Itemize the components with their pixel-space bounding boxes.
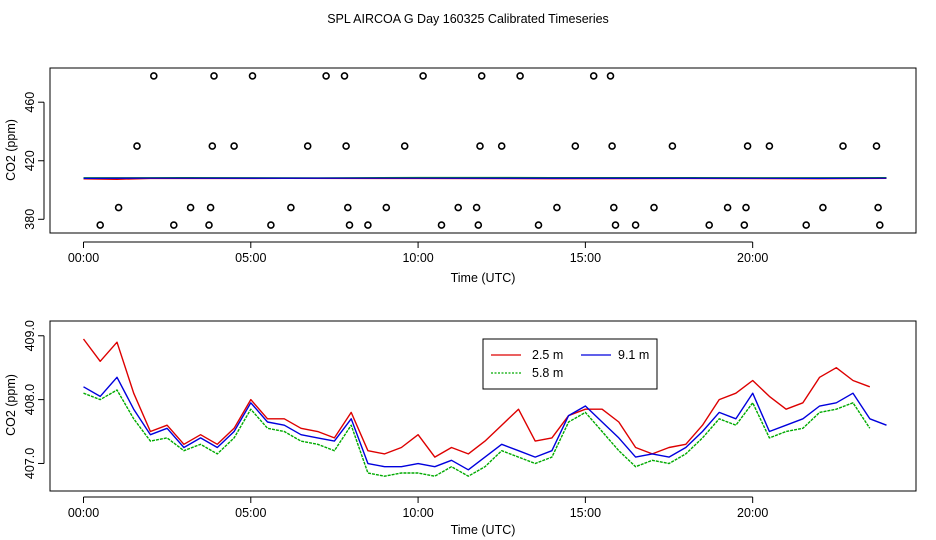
top-x-tick-label: 15:00 [570, 251, 601, 265]
scatter-point [322, 72, 330, 80]
scatter-point [534, 221, 543, 229]
top-x-axis-label: Time (UTC) [451, 271, 516, 285]
bot-x-tick-label: 05:00 [235, 506, 266, 520]
top-plot-frame [49, 67, 917, 234]
bot-x-tick-label: 10:00 [402, 506, 433, 520]
scatter-point [382, 203, 391, 212]
top-y-tick-label: 420 [23, 150, 37, 171]
series-line-2-5-m [82, 338, 871, 458]
top-y-tick-label: 460 [23, 92, 37, 113]
scatter-point [611, 221, 620, 229]
bot-x-tick-label: 15:00 [570, 506, 601, 520]
scatter-point [208, 142, 217, 150]
scatter-point [472, 203, 481, 212]
scatter-point [723, 203, 732, 212]
top-panel: 00:00 05:00 10:00 15:00 20:00 380 420 460 Time… [4, 67, 917, 285]
scatter-point [476, 142, 484, 150]
scatter-point [400, 142, 409, 150]
top-y-axis: 380 420 460 [23, 92, 45, 230]
top-x-tick-label: 05:00 [235, 251, 266, 265]
scatter-point [874, 203, 882, 212]
scatter-point [114, 203, 123, 212]
bot-x-tick-label: 20:00 [737, 506, 768, 520]
scatter-point [230, 142, 238, 150]
figure-title: SPL AIRCOA G Day 160325 Calibrated Times… [327, 12, 609, 26]
bottom-plot-frame [49, 320, 917, 492]
bottom-x-axis-label: Time (UTC) [451, 523, 516, 537]
legend-label-5-8m: 5.8 m [532, 366, 563, 380]
scatter-point [705, 221, 714, 229]
scatter-point [631, 221, 640, 229]
scatter-point [342, 142, 350, 150]
scatter-point [267, 221, 275, 229]
legend-label-9-1m: 9.1 m [618, 348, 649, 362]
scatter-point [340, 72, 349, 80]
top-x-tick-label: 20:00 [737, 251, 768, 265]
bot-x-tick-label: 00:00 [68, 506, 99, 520]
bottom-x-axis: 00:00 05:00 10:00 15:00 20:00 [68, 496, 768, 520]
top-x-tick-label: 00:00 [68, 251, 99, 265]
scatter-point [553, 203, 561, 212]
scatter-point [205, 221, 213, 229]
scatter-point [454, 203, 463, 212]
bot-y-tick-label: 407.0 [23, 448, 37, 479]
scatter-point [474, 221, 483, 229]
scatter-point [571, 142, 580, 150]
scatter-point [668, 142, 677, 150]
scatter-point [606, 72, 615, 80]
top-series-lines [83, 176, 887, 180]
scatter-point [765, 142, 774, 150]
scatter-point [150, 72, 158, 80]
scatter-point [497, 142, 506, 150]
scatter-point [303, 142, 312, 150]
bot-y-tick-label: 409.0 [23, 320, 37, 351]
scatter-point [875, 221, 884, 229]
scatter-point [650, 203, 658, 212]
series-line-5-8-m [83, 389, 871, 477]
top-x-axis: 00:00 05:00 10:00 15:00 20:00 [68, 241, 768, 265]
bot-y-tick-label: 408.0 [23, 384, 37, 415]
scatter-point [206, 203, 215, 212]
scatter-point [609, 203, 618, 212]
scatter-point [740, 221, 749, 229]
scatter-point [133, 142, 141, 150]
legend-label-2-5m: 2.5 m [532, 348, 563, 362]
bottom-y-axis-label: CO2 (ppm) [4, 374, 18, 436]
scatter-point [287, 203, 295, 212]
scatter-point [186, 203, 195, 212]
scatter-point [364, 221, 372, 229]
scatter-point [419, 72, 427, 80]
legend: 2.5 m 9.1 m 5.8 m [482, 338, 658, 390]
scatter-point [742, 203, 750, 212]
scatter-point [96, 221, 104, 229]
scatter-point [819, 203, 827, 212]
top-scatter-points [96, 72, 884, 229]
scatter-point [477, 72, 486, 80]
bottom-series-lines [82, 338, 887, 477]
scatter-point [839, 142, 847, 150]
scatter-point [743, 142, 752, 150]
top-y-tick-label: 380 [23, 209, 37, 230]
series-line-9-1-m [83, 376, 887, 471]
scatter-point [345, 221, 354, 229]
scatter-point [608, 142, 616, 150]
scatter-point [343, 203, 352, 212]
scatter-point [802, 221, 811, 229]
bottom-y-axis: 407.0 408.0 409.0 [23, 320, 45, 479]
top-y-axis-label: CO2 (ppm) [4, 119, 18, 181]
scatter-point [589, 72, 598, 80]
scatter-point [872, 142, 881, 150]
legend-box [482, 338, 658, 390]
scatter-point [437, 221, 446, 229]
scatter-point [210, 72, 218, 80]
scatter-point [248, 72, 257, 80]
scatter-point [170, 221, 178, 229]
bottom-panel: 00:00 05:00 10:00 15:00 20:00 407.0 408.0 409.… [4, 320, 917, 537]
top-x-tick-label: 10:00 [402, 251, 433, 265]
scatter-point [516, 72, 524, 80]
